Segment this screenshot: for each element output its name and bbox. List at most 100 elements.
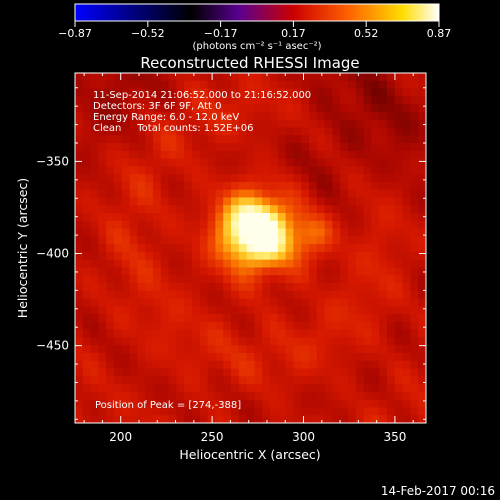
heatmap-cell: [129, 88, 138, 97]
heatmap-cell: [137, 267, 146, 276]
heatmap-cell: [262, 345, 271, 354]
heatmap-cell: [355, 166, 365, 175]
heatmap-cell: [75, 244, 84, 253]
heatmap-cell: [114, 368, 123, 377]
heatmap-cell: [184, 96, 193, 105]
heatmap-cell: [262, 220, 271, 230]
heatmap-cell: [363, 353, 372, 362]
heatmap-cell: [160, 244, 170, 253]
heatmap-cell: [254, 73, 263, 82]
heatmap-cell: [285, 407, 294, 416]
heatmap-cell: [309, 259, 318, 269]
heatmap-cell: [238, 244, 248, 253]
heatmap-cell: [246, 96, 255, 105]
heatmap-cell: [160, 384, 170, 393]
heatmap-cell: [270, 244, 279, 253]
heatmap-cell: [82, 314, 92, 323]
heatmap-cell: [316, 127, 326, 136]
heatmap-cell: [270, 251, 279, 261]
heatmap-cell: [192, 104, 201, 113]
heatmap-cell: [199, 259, 209, 269]
heatmap-cell: [114, 104, 123, 113]
heatmap-cell: [137, 283, 146, 292]
heatmap-cell: [160, 166, 170, 175]
heatmap-cell: [153, 111, 162, 121]
heatmap-cell: [82, 197, 92, 206]
heatmap-cell: [277, 135, 287, 144]
heatmap-cell: [153, 73, 162, 82]
heatmap-cell: [270, 143, 279, 152]
heatmap-cell: [277, 236, 287, 245]
heatmap-cell: [363, 80, 372, 90]
heatmap-cell: [293, 88, 302, 97]
heatmap-cell: [270, 228, 279, 237]
heatmap-cell: [145, 360, 154, 370]
heatmap-cell: [332, 104, 341, 113]
heatmap-cell: [387, 314, 396, 323]
heatmap-cell: [129, 73, 138, 82]
heatmap-cell: [301, 158, 310, 167]
heatmap-cell: [418, 415, 426, 423]
heatmap-cell: [379, 197, 388, 206]
heatmap-cell: [176, 337, 185, 346]
heatmap-cell: [207, 283, 216, 292]
heatmap-cell: [371, 368, 380, 377]
heatmap-cell: [402, 360, 411, 370]
heatmap-cell: [168, 213, 177, 222]
heatmap-cell: [348, 314, 357, 323]
heatmap-cell: [394, 337, 404, 346]
heatmap-cell: [387, 283, 396, 292]
heatmap-cell: [355, 290, 365, 300]
heatmap-cell: [316, 158, 326, 167]
heatmap-cell: [223, 259, 232, 269]
heatmap-cell: [316, 88, 326, 97]
heatmap-cell: [90, 150, 99, 160]
heatmap-cell: [121, 228, 131, 237]
heatmap-cell: [402, 228, 411, 237]
heatmap-cell: [262, 298, 271, 307]
heatmap-cell: [277, 407, 287, 416]
heatmap-cell: [246, 384, 255, 393]
heatmap-cell: [168, 174, 177, 183]
heatmap-cell: [363, 213, 372, 222]
heatmap-cell: [207, 174, 216, 183]
heatmap-cell: [348, 80, 357, 90]
heatmap-cell: [418, 174, 426, 183]
heatmap-cell: [98, 415, 107, 423]
heatmap-cell: [309, 127, 318, 136]
heatmap-cell: [324, 415, 333, 423]
heatmap-cell: [223, 189, 232, 199]
heatmap-cell: [129, 391, 138, 401]
heatmap-cell: [363, 88, 372, 97]
heatmap-cell: [418, 345, 426, 354]
heatmap-cell: [153, 407, 162, 416]
heatmap-cell: [262, 391, 271, 401]
heatmap-cell: [82, 275, 92, 284]
heatmap-cell: [106, 368, 115, 377]
heatmap-cell: [270, 197, 279, 206]
heatmap-cell: [106, 329, 115, 339]
heatmap-cell: [176, 244, 185, 253]
heatmap-cell: [309, 73, 318, 82]
heatmap-cell: [262, 104, 271, 113]
heatmap-cell: [355, 368, 365, 377]
heatmap-cell: [348, 399, 357, 409]
heatmap-cell: [223, 181, 232, 191]
heatmap-cell: [270, 290, 279, 300]
heatmap-cell: [332, 150, 341, 160]
heatmap-cell: [160, 220, 170, 230]
heatmap-cell: [145, 80, 154, 90]
heatmap-cell: [371, 337, 380, 346]
heatmap-cell: [176, 197, 185, 206]
heatmap-cell: [176, 306, 185, 315]
heatmap-cell: [270, 259, 279, 269]
heatmap-cell: [379, 104, 388, 113]
heatmap-cell: [293, 197, 302, 206]
heatmap-cell: [270, 73, 279, 82]
heatmap-cell: [82, 384, 92, 393]
heatmap-cell: [215, 181, 224, 191]
heatmap-cell: [418, 290, 426, 300]
heatmap-cell: [371, 376, 380, 385]
heatmap-cell: [246, 220, 255, 230]
heatmap-cell: [340, 244, 349, 253]
